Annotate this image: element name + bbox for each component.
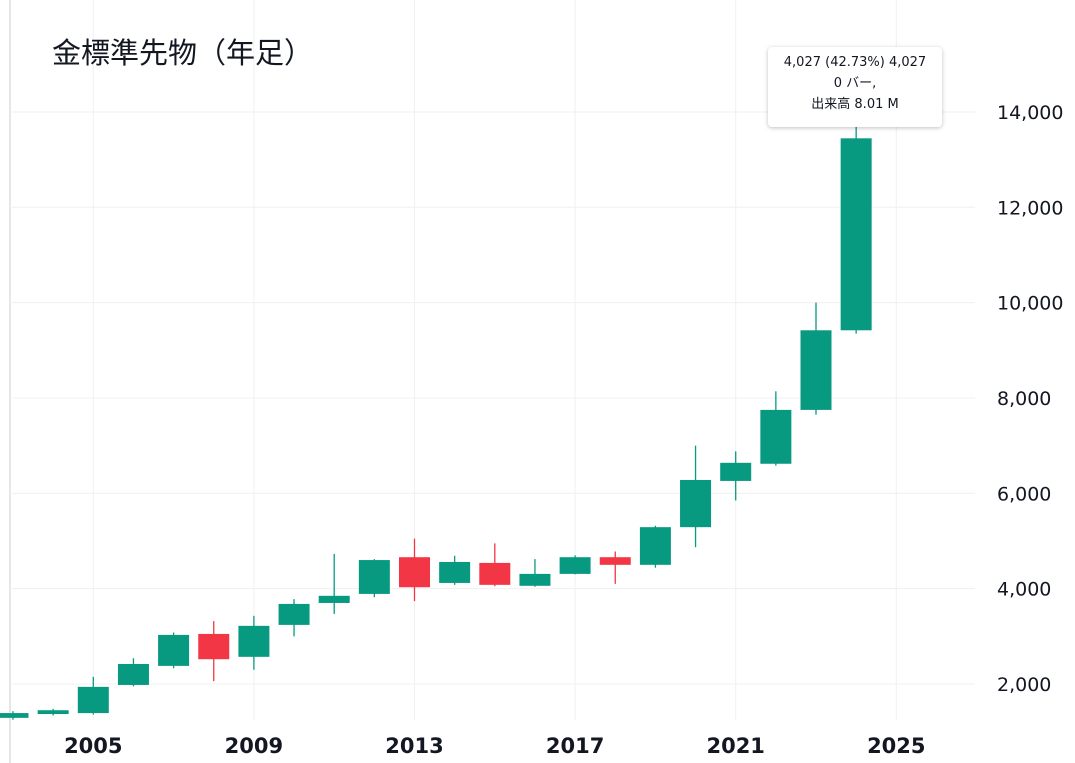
x-tick-label: 2013	[385, 734, 443, 758]
y-tick-label: 8,000	[997, 388, 1051, 410]
candle-body	[559, 557, 591, 574]
x-tick-label: 2005	[64, 734, 122, 758]
x-tick-label: 2017	[546, 734, 604, 758]
tooltip-bars: 0 バー,	[833, 76, 877, 91]
x-tick-label: 2009	[225, 734, 283, 758]
candle-body	[399, 557, 430, 588]
candle-body	[158, 634, 190, 666]
x-tick-label: 2021	[706, 734, 764, 758]
candle-body	[479, 562, 511, 585]
candle-body	[639, 527, 671, 565]
candle-body	[358, 560, 390, 594]
tooltip-change: 4,027 (42.73%) 4,027	[783, 55, 927, 70]
y-tick-label: 14,000	[997, 102, 1063, 124]
candle-body	[318, 595, 350, 603]
candle-body	[439, 561, 471, 583]
y-tick-label: 2,000	[997, 674, 1051, 696]
candle-body	[800, 330, 832, 410]
candle-body	[238, 625, 270, 657]
crosshair-tooltip: 4,027 (42.73%) 4,027 0 バー, 出来高 8.01 M	[768, 47, 942, 127]
chart-title: 金標準先物（年足）	[52, 36, 314, 70]
y-tick-label: 12,000	[997, 197, 1063, 219]
candle-body	[37, 710, 69, 715]
tooltip-volume: 出来高 8.01 M	[811, 97, 899, 112]
candle-body	[720, 462, 752, 481]
candle-body	[117, 663, 149, 685]
candle-body	[278, 603, 310, 625]
y-tick-label: 10,000	[997, 293, 1063, 315]
candle-body	[760, 409, 792, 464]
candle-body	[519, 573, 551, 586]
candle-body	[198, 633, 230, 660]
candle-body	[599, 557, 631, 565]
candle-body	[77, 686, 109, 714]
x-tick-label: 2025	[867, 734, 925, 758]
candle-body	[0, 713, 29, 718]
y-tick-label: 4,000	[997, 579, 1051, 601]
y-tick-label: 6,000	[997, 483, 1051, 505]
candle-body	[680, 479, 712, 528]
candle-body	[840, 138, 872, 331]
